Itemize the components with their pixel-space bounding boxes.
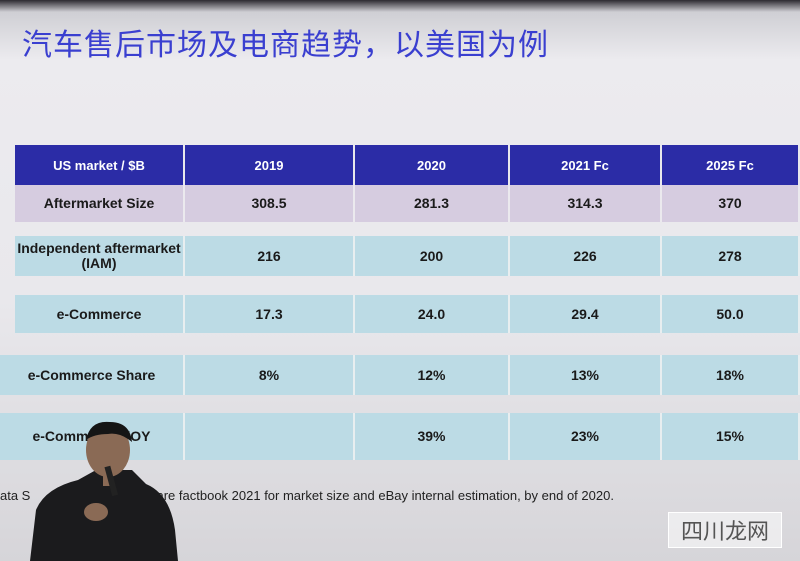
header-cell: US market / $B	[15, 145, 185, 185]
table-cell: 200	[355, 236, 510, 276]
table-cell: 216	[185, 236, 355, 276]
footnote: ata S	[0, 488, 31, 503]
table-cell: 50.0	[662, 295, 800, 333]
table-cell: 17.3	[185, 295, 355, 333]
footnote: care factbook 2021 for market size and e…	[150, 488, 614, 503]
table-cell: 23%	[510, 413, 662, 460]
row-label: Aftermarket Size	[15, 185, 185, 222]
table-cell: 226	[510, 236, 662, 276]
table-cell: 281.3	[355, 185, 510, 222]
header-cell: 2019	[185, 145, 355, 185]
slide-title: 汽车售后市场及电商趋势，以美国为例	[22, 29, 549, 62]
table-cell: 15%	[662, 413, 800, 460]
table-cell: 18%	[662, 355, 800, 395]
table-cell: 39%	[355, 413, 510, 460]
table-cell: 13%	[510, 355, 662, 395]
watermark: 四川龙网	[668, 512, 782, 548]
table-cell	[185, 413, 355, 460]
header-cell: 2020	[355, 145, 510, 185]
table-cell: 308.5	[185, 185, 355, 222]
table-cell: 314.3	[510, 185, 662, 222]
row-label: e-Commerce Share	[0, 355, 185, 395]
table-cell: 8%	[185, 355, 355, 395]
header-cell: 2021 Fc	[510, 145, 662, 185]
table-cell: 24.0	[355, 295, 510, 333]
row-label: Independent aftermarket (IAM)	[15, 236, 185, 276]
row-label: e-Commerce	[15, 295, 185, 333]
header-cell: 2025 Fc	[662, 145, 800, 185]
table-cell: 370	[662, 185, 800, 222]
table-cell: 29.4	[510, 295, 662, 333]
table-cell: 278	[662, 236, 800, 276]
table-cell: 12%	[355, 355, 510, 395]
